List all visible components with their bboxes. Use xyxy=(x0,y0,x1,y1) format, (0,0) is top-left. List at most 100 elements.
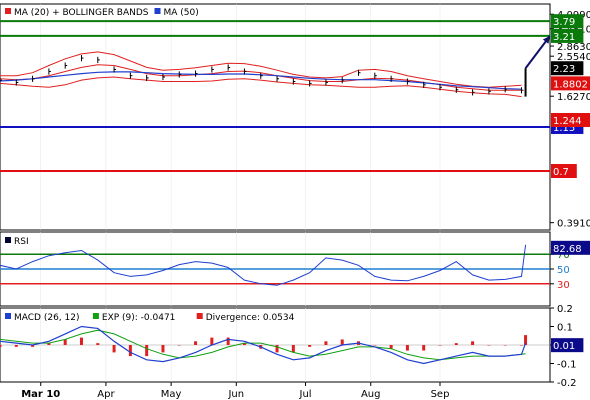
macd-y-tick-label: -0.1 xyxy=(557,360,577,371)
divergence-bar xyxy=(31,345,35,347)
divergence-bar xyxy=(242,343,246,345)
macd-y-tick-label: 0.1 xyxy=(557,323,573,334)
projection-arrow-head xyxy=(542,35,550,44)
legend-swatch xyxy=(154,8,161,14)
level-tag: 3.21 xyxy=(553,32,575,43)
macd-tags: 0.01 xyxy=(551,338,584,353)
legend-label: RSI xyxy=(14,237,29,247)
rsi-levels xyxy=(0,253,550,285)
legend-swatch xyxy=(5,237,11,243)
price-legend: MA (20) + BOLLINGER BANDS MA (50) xyxy=(5,8,199,18)
price-panel-frame xyxy=(0,3,551,231)
divergence-bar xyxy=(161,345,165,353)
x-axis: Mar 10 Apr May Jun Jul Aug Sep xyxy=(21,382,449,400)
level-tag-box xyxy=(551,28,584,43)
price-y-tick-label: 2.8630 xyxy=(557,42,590,53)
divergence-bar xyxy=(0,345,2,347)
level-tag: 1.15 xyxy=(553,123,575,134)
price-y-tick-label: 2.5540 xyxy=(557,52,590,63)
legend-swatch xyxy=(92,313,99,319)
legend-label: MACD (26, 12) xyxy=(14,313,80,323)
divergence-bar xyxy=(112,345,116,353)
divergence-bar xyxy=(308,345,312,347)
level-tag-box xyxy=(551,164,577,179)
price-series xyxy=(0,35,551,98)
legend-swatch xyxy=(5,313,11,319)
level-tag-box xyxy=(551,14,584,29)
divergence-bar xyxy=(471,341,475,345)
macd-y-tick-label: -0.2 xyxy=(557,378,577,389)
divergence-bar xyxy=(405,345,409,351)
divergence-bar xyxy=(487,345,491,346)
bollinger-lower-line xyxy=(0,76,522,98)
price-levels xyxy=(0,20,550,173)
divergence-bar xyxy=(389,345,393,349)
level-tag: 3.79 xyxy=(553,17,575,28)
value-tag-box xyxy=(551,113,590,128)
divergence-bar xyxy=(128,345,132,357)
rsi-value-tag: 82.68 xyxy=(553,244,582,255)
rsi-tags: 82.68 xyxy=(551,240,590,255)
price-y-tick-label: 1.6270 xyxy=(557,92,590,103)
divergence-bar xyxy=(177,345,181,346)
rsi-panel: 70 50 30 82.68 RSI xyxy=(0,231,590,307)
x-tick-label: Mar 10 xyxy=(21,389,60,400)
x-tick-label: Jun xyxy=(227,389,244,400)
level-tag: 0.7 xyxy=(553,167,569,178)
x-tick-label: Sep xyxy=(431,389,450,400)
macd-series xyxy=(0,325,528,365)
divergence-bar xyxy=(96,343,100,345)
x-tick-label: May xyxy=(161,389,182,400)
legend-label: EXP (9): -0.0471 xyxy=(102,313,176,323)
divergence-bar xyxy=(422,345,426,351)
divergence-bar xyxy=(454,343,458,345)
legend-label: MA (20) + BOLLINGER BANDS xyxy=(14,8,149,18)
legend-swatch xyxy=(196,313,203,319)
divergence-bar xyxy=(226,337,230,345)
legend-swatch xyxy=(5,8,11,14)
signal-line xyxy=(0,329,526,361)
macd-value-tag-box xyxy=(551,338,584,353)
x-tick-label: Aug xyxy=(361,389,381,400)
price-y-tick-label: 0.3910 xyxy=(557,219,590,230)
rsi-y-tick-label: 50 xyxy=(557,265,570,276)
divergence-bar xyxy=(324,341,328,345)
macd-panel: 0.20.10.0-0.1-0.2 0.01 MACD (26, 12)EXP … xyxy=(0,304,584,389)
rsi-value-tag-box xyxy=(551,240,590,255)
value-tag: 1.8802 xyxy=(553,79,588,90)
rsi-legend: RSI xyxy=(5,237,29,247)
divergence-bar xyxy=(63,339,67,345)
divergence-bar xyxy=(47,343,51,345)
divergence-bar xyxy=(14,345,18,347)
value-tag-box xyxy=(551,61,584,76)
divergence-bar xyxy=(340,339,344,345)
value-tag: 1.244 xyxy=(553,116,582,127)
divergence-bar xyxy=(145,345,149,357)
x-tick-label: Apr xyxy=(97,389,115,400)
divergence-bar xyxy=(194,341,198,345)
divergence-bar xyxy=(373,345,377,346)
legend-label: Divergence: 0.0534 xyxy=(206,313,295,323)
macd-line xyxy=(0,325,527,365)
macd-legend: MACD (26, 12) EXP (9): -0.0471 Divergence:… xyxy=(5,313,295,323)
bollinger-upper-line xyxy=(0,51,522,88)
value-tag-box xyxy=(551,76,590,91)
divergence-bar xyxy=(291,345,295,353)
divergence-bar xyxy=(524,335,528,345)
divergence-bar xyxy=(438,345,442,346)
price-gridlines xyxy=(40,4,441,230)
rsi-y-tick-label: 70 xyxy=(557,250,570,261)
value-tag: 2.23 xyxy=(553,64,575,75)
rsi-line xyxy=(0,244,527,286)
divergence-bar xyxy=(79,337,83,345)
divergence-bar xyxy=(210,337,214,345)
divergence-bar xyxy=(503,345,507,346)
price-tags: 3.79 3.21 1.15 0.7 2.23 1.8802 1.244 xyxy=(551,14,590,179)
rsi-series xyxy=(0,244,527,286)
macd-y-tick-label: 0.2 xyxy=(557,304,573,315)
divergence-bar xyxy=(519,345,523,346)
legend-label: MA (50) xyxy=(164,8,199,18)
x-tick-label: Jul xyxy=(299,389,312,400)
